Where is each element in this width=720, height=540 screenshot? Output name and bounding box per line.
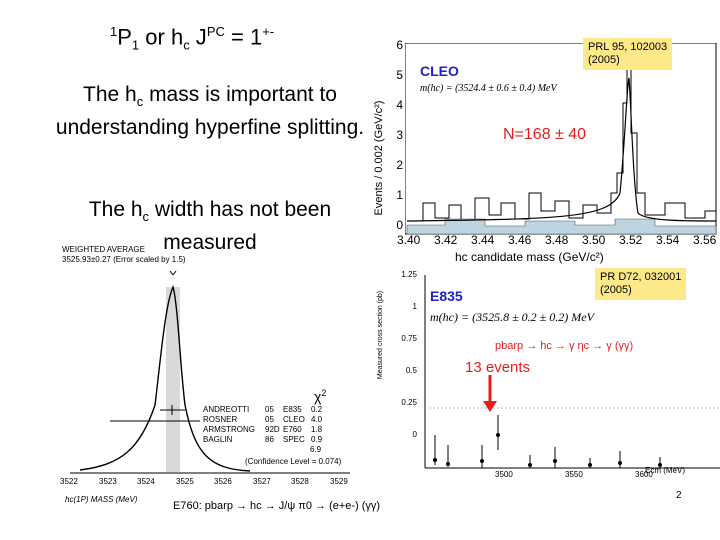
width-paragraph: The hc width has not been measured [88, 198, 332, 255]
e835-y-tick: 0.25 [401, 398, 417, 407]
pdg-cell-chi: 1.8 [311, 425, 323, 434]
e835-y-tick: 0.5 [405, 366, 417, 375]
e835-y-tick: 1.25 [401, 270, 417, 279]
pdg-cell-exp: CLEO [283, 415, 305, 424]
cleo-plot: Events / 0.002 (GeV/c²) 6 5 4 3 2 1 0 CLEO m(h… [373, 38, 720, 264]
e835-data-points [433, 415, 662, 468]
chi2-label: χ2 [314, 388, 327, 405]
pdg-x-label: hc(1P) MASS (MeV) [65, 495, 138, 504]
cleo-x-tick: 3.40 [397, 233, 421, 247]
pdg-value: 3525.93±0.27 (Error scaled by 1.5) [62, 255, 186, 264]
e835-y-tick: 0.75 [401, 334, 417, 343]
e835-mass: m(hc) = (3525.8 ± 0.2 ± 0.2) MeV [430, 310, 594, 324]
pdg-plot [70, 270, 350, 474]
e835-events: 13 events [465, 359, 531, 376]
cleo-x-tick: 3.48 [545, 233, 569, 247]
slide-title: 1P1 or hc JPC = 1+- [110, 24, 275, 53]
pdg-x-tick: 3526 [214, 477, 232, 486]
cleo-frame [405, 43, 717, 235]
pdg-cell-exp: SPEC [283, 435, 305, 444]
cleo-y-tick: 1 [396, 188, 403, 202]
cleo-x-ticks: 3.40 3.42 3.44 3.46 3.48 3.50 3.52 3.54 3.56 [397, 233, 720, 247]
ideogram-curve [79, 284, 251, 472]
pdg-x-tick: 3523 [99, 477, 117, 486]
cleo-x-tick: 3.52 [619, 233, 643, 247]
e760-footer: E760: pbarp → hc → J/ψ π0 → (e+e-) (γγ) [173, 500, 381, 512]
pdg-header: WEIGHTED AVERAGE [62, 245, 145, 254]
pdg-x-tick: 3524 [137, 477, 155, 486]
pdg-cell-chi: 0.2 [311, 405, 323, 414]
chi-total: 6.9 [310, 445, 322, 454]
cleo-mass: m(hc) = (3524.4 ± 0.6 ± 0.4) MeV [420, 83, 557, 94]
e835-x-ticks: 3500 3550 3600 [420, 470, 720, 480]
cleo-y-tick: 0 [396, 218, 403, 232]
cleo-y-tick: 4 [396, 98, 403, 112]
pdg-cell-chi: 4.0 [311, 415, 323, 424]
cleo-fit-curve [406, 77, 717, 222]
cleo-x-tick: 3.46 [508, 233, 532, 247]
pdg-cell-year: 05 [265, 405, 274, 414]
cleo-label: CLEO [420, 63, 459, 79]
pdg-cell-exp: E760 [283, 425, 302, 434]
cleo-y-tick: 5 [396, 68, 403, 82]
e835-y-ticks: 1.25 1 0.75 0.5 0.25 0 [389, 270, 419, 470]
pdg-cell-chi: 0.9 [311, 435, 323, 444]
pdg-x-tick: 3528 [291, 477, 309, 486]
pdg-ideogram: WEIGHTED AVERAGE 3525.93±0.27 (Error sca… [60, 245, 360, 515]
cleo-n-events: N=168 ± 40 [503, 126, 587, 143]
cleo-x-tick: 3.54 [656, 233, 680, 247]
cleo-x-tick: 3.42 [434, 233, 458, 247]
pdg-cell-year: 86 [265, 435, 274, 444]
cleo-x-tick: 3.44 [471, 233, 495, 247]
cleo-x-tick: 3.56 [693, 233, 717, 247]
pdg-x-tick: 3525 [176, 477, 194, 486]
pdg-cell-author: BAGLIN [203, 435, 233, 444]
cleo-y-tick: 3 [396, 128, 403, 142]
e835-x-tick: 3550 [565, 470, 583, 479]
cleo-y-ticks: 6 5 4 3 2 1 0 [389, 38, 405, 238]
cleo-x-label: hc candidate mass (GeV/c²) [455, 250, 604, 264]
pdg-cell-author: ROSNER [203, 415, 238, 424]
e835-x-tick: 3600 [635, 470, 653, 479]
e835-reference: PR D72, 032001 (2005) [595, 268, 687, 300]
e835-y-tick: 0 [412, 430, 417, 439]
average-band [166, 287, 180, 472]
e835-x-tick: 3500 [495, 470, 513, 479]
mass-paragraph: The hc mass is important to understandin… [55, 83, 365, 140]
pdg-cell-year: 05 [265, 415, 274, 424]
average-arrow [169, 270, 177, 276]
e835-y-tick: 1 [412, 302, 417, 311]
pdg-x-ticks: 3522 3523 3524 3525 3526 3527 3528 3529 [60, 477, 360, 487]
e835-y-label: Measured cross section (pb) [377, 290, 384, 380]
confidence-level: (Confidence Level = 0.074) [245, 457, 342, 466]
e835-label: E835 [430, 288, 463, 304]
page-number: 2 [676, 490, 682, 501]
pdg-cell-year: 92D [265, 425, 280, 434]
pdg-x-tick: 3522 [60, 477, 78, 486]
cleo-y-tick: 6 [396, 38, 403, 52]
cleo-x-tick: 3.50 [582, 233, 606, 247]
e835-plot: Measured cross section (pb) 1.25 1 0.75 0.5… [375, 268, 720, 480]
pdg-cell-author: ANDREOTTI [203, 405, 250, 414]
pdg-x-tick: 3529 [330, 477, 348, 486]
cleo-background-fill [406, 218, 717, 235]
pdg-cell-author: ARMSTRONG [203, 425, 255, 434]
cleo-y-label: Events / 0.002 (GeV/c²) [373, 100, 385, 216]
cleo-reference: PRL 95, 102003 (2005) [583, 38, 673, 70]
pdg-x-tick: 3527 [253, 477, 271, 486]
pdg-cell-exp: E835 [283, 405, 302, 414]
cleo-y-tick: 2 [396, 158, 403, 172]
e835-frame [424, 275, 720, 469]
e835-x-label: Ecm (MeV) [645, 466, 685, 475]
e835-arrow-head [483, 401, 497, 412]
e835-decay: pbarp → hc → γ ηc → γ (γγ) [495, 340, 634, 352]
